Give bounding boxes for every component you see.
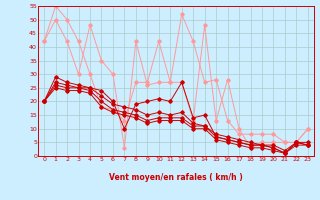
X-axis label: Vent moyen/en rafales ( km/h ): Vent moyen/en rafales ( km/h ) [109, 174, 243, 182]
